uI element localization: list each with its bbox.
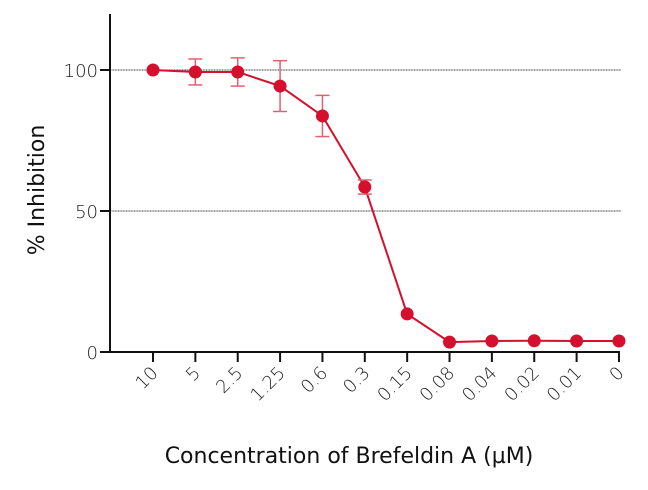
x-tick-label: 0: [606, 363, 629, 386]
x-tick-label: 0.01: [543, 363, 586, 406]
x-tick-label: 10: [131, 363, 162, 394]
x-tick-label: 0.04: [458, 363, 501, 406]
x-tick-label: 0.3: [339, 363, 374, 398]
x-tick-label: 1.25: [246, 363, 289, 406]
data-point: [443, 335, 457, 349]
data-point: [188, 65, 202, 79]
x-axis-title: Concentration of Brefeldin A (µM): [165, 444, 534, 469]
data-point: [570, 334, 584, 348]
y-tick-label: 100: [64, 61, 98, 82]
data-point: [485, 334, 499, 348]
x-tick-label: 0.6: [297, 363, 332, 398]
x-tick-label: 0.08: [416, 363, 459, 406]
x-axis-ticks: 10 5 2.5 1.25 0.6 0.3 0.15 0.08 0.04 0.02 0.01 0: [131, 352, 628, 406]
x-tick-label: 2.5: [212, 363, 247, 398]
data-point: [146, 63, 160, 77]
data-point: [273, 79, 287, 93]
data-point: [358, 180, 372, 194]
data-point: [231, 65, 245, 79]
series-line: [152, 69, 619, 344]
x-tick-label: 0.02: [501, 363, 544, 406]
data-point: [315, 109, 329, 123]
y-axis-title: % Inhibition: [25, 125, 50, 256]
data-series: [146, 57, 626, 349]
y-tick-label: 0: [87, 343, 98, 364]
data-point: [527, 334, 541, 348]
x-tick-label: 5: [182, 363, 205, 386]
y-tick-label: 50: [75, 202, 98, 223]
x-tick-label: 0.15: [374, 363, 417, 406]
data-point: [612, 334, 626, 348]
data-point: [400, 307, 414, 321]
y-axis-ticks: 0 50 100: [64, 61, 110, 364]
